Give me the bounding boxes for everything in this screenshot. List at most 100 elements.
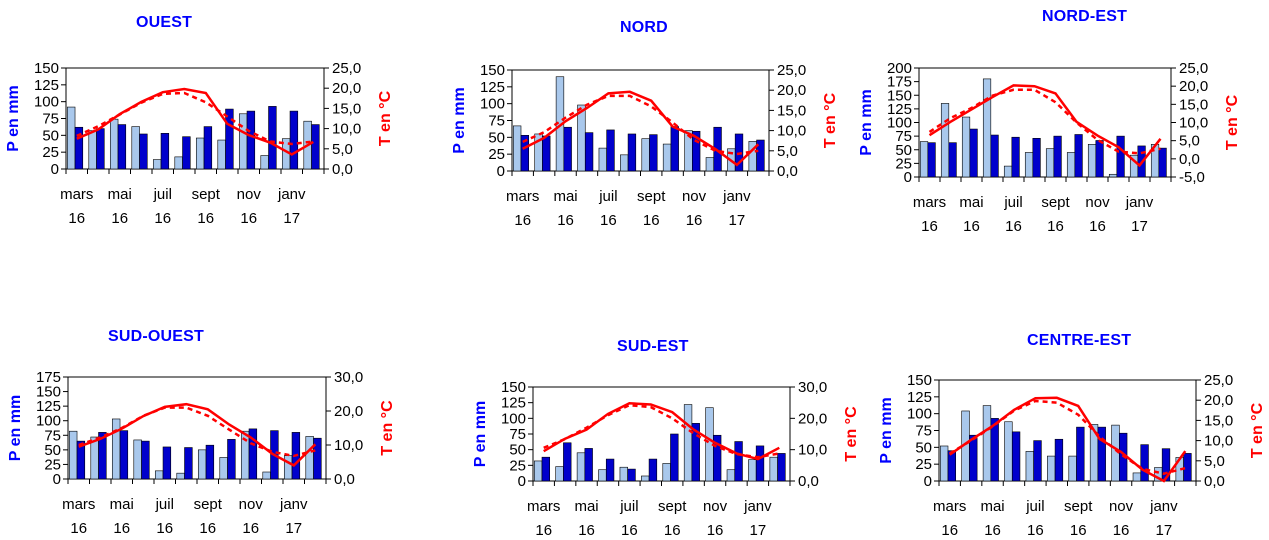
y-right-tick-label: 10,0	[1179, 115, 1208, 132]
bar-observed-precip	[939, 445, 949, 482]
bar-normal-precip	[692, 130, 701, 172]
bar-normal-precip	[162, 446, 172, 480]
bar-observed-precip	[154, 470, 164, 480]
bar-observed-precip	[1132, 472, 1142, 482]
x-tick-label: 16	[113, 520, 130, 537]
bar-observed-precip	[769, 456, 778, 482]
x-tick-label: 16	[686, 212, 703, 229]
bar-normal-precip	[1053, 135, 1062, 178]
x-tick-label: 17	[1156, 522, 1173, 539]
y-left-tick-label: 0	[53, 471, 61, 488]
x-tick-label: 16	[1027, 522, 1044, 539]
x-tick-label: janv	[1125, 194, 1154, 211]
line-temp-normal	[543, 403, 780, 459]
y-left-tick-label: 175	[36, 369, 61, 386]
bar-observed-precip	[1004, 421, 1013, 482]
y-left-tick-label: 75	[488, 113, 505, 130]
x-tick-label: sept	[1064, 498, 1093, 515]
x-tick-label: nov	[239, 496, 264, 513]
y-left-tick-label: 25	[488, 146, 505, 163]
chart-title: NORD	[620, 19, 668, 36]
bar-normal-precip	[648, 458, 658, 482]
bar-normal-precip	[541, 456, 551, 482]
bar-normal-precip	[203, 126, 213, 170]
y-left-tick-label: 75	[895, 128, 912, 145]
x-tick-label: 16	[557, 212, 574, 229]
line-temp-observed	[76, 87, 314, 156]
y-left-axis-title: P en mm	[472, 401, 489, 467]
bar-observed-precip	[982, 405, 992, 482]
bar-normal-precip	[649, 134, 658, 172]
y-right-axis-title: T en °C	[377, 90, 394, 146]
bar-normal-precip	[777, 453, 786, 482]
x-tick-label: mars	[62, 496, 95, 513]
bar-normal-precip	[542, 135, 551, 172]
y-right-tick-label: 25,0	[777, 62, 806, 79]
bar-normal-precip	[117, 124, 127, 170]
bar-normal-precip	[1011, 136, 1020, 178]
y-left-tick-label: 0	[518, 473, 526, 490]
y-left-tick-label: 150	[501, 379, 526, 396]
x-tick-label: 16	[963, 218, 980, 235]
bar-observed-precip	[1068, 455, 1077, 482]
y-right-tick-label: 20,0	[777, 82, 806, 99]
bar-normal-precip	[98, 432, 107, 480]
y-left-tick-label: 125	[36, 398, 61, 415]
bar-normal-precip	[1054, 438, 1064, 482]
bar-observed-precip	[1047, 455, 1056, 482]
x-tick-label: janv	[1149, 498, 1178, 515]
line-temp-observed	[522, 90, 760, 167]
bar-observed-precip	[195, 137, 205, 170]
y-left-tick-label: 25	[42, 144, 59, 161]
y-left-axis-title: P en mm	[451, 87, 468, 153]
x-tick-label: juil	[1003, 194, 1022, 211]
line-temp-normal	[522, 94, 759, 156]
bar-observed-precip	[305, 436, 314, 480]
y-right-axis-title: T en °C	[379, 400, 396, 456]
y-right-tick-label: 10,0	[1204, 433, 1233, 450]
y-left-tick-label: 100	[36, 413, 61, 430]
x-tick-label: 17	[283, 210, 300, 227]
bar-observed-precip	[88, 130, 97, 170]
chart-panel-sud-ouest: SUD-OUEST 0 25 50 75 100 125 150 175 0,0 10,0 20,0…	[0, 270, 420, 540]
x-tick-label: sept	[194, 496, 223, 513]
bar-observed-precip	[131, 126, 140, 170]
y-left-tick-label: 75	[915, 423, 932, 440]
y-left-tick-label: 125	[887, 101, 912, 118]
bar-normal-precip	[670, 126, 679, 172]
x-tick-label: sept	[1041, 194, 1070, 211]
bar-normal-precip	[74, 126, 84, 170]
x-tick-label: 16	[240, 210, 257, 227]
bar-normal-precip	[563, 126, 572, 172]
y-right-tick-label: 25,0	[1204, 372, 1233, 389]
x-tick-label: mars	[60, 186, 93, 203]
y-left-axis-title: P en mm	[7, 395, 24, 461]
line-temp-normal	[76, 91, 314, 146]
x-tick-label: janv	[743, 498, 772, 515]
y-right-tick-label: 5,0	[1204, 453, 1225, 470]
bar-normal-precip	[627, 133, 637, 172]
y-right-axis-title: T en °C	[1249, 402, 1266, 458]
bar-normal-precip	[248, 428, 258, 480]
bar-observed-precip	[176, 472, 185, 480]
bar-observed-precip	[238, 113, 248, 170]
x-tick-label: juil	[598, 188, 617, 205]
chart-title: NORD-EST	[1042, 8, 1128, 25]
bar-normal-precip	[563, 442, 572, 482]
y-left-tick-label: 50	[44, 442, 61, 459]
y-right-axis-title: T en °C	[843, 406, 860, 462]
bar-normal-precip	[969, 434, 978, 482]
x-tick-label: 16	[578, 522, 595, 539]
y-right-tick-label: 25,0	[332, 60, 361, 77]
y-left-tick-label: 175	[887, 74, 912, 91]
line-temp-normal	[928, 88, 1161, 155]
bar-normal-precip	[948, 142, 957, 178]
y-left-tick-label: 50	[915, 439, 932, 456]
line-temp-observed	[543, 402, 780, 461]
y-left-tick-label: 125	[501, 395, 526, 412]
bar-observed-precip	[111, 418, 121, 480]
x-tick-label: 16	[242, 520, 259, 537]
y-left-tick-label: 150	[887, 87, 912, 104]
x-tick-label: 16	[111, 210, 128, 227]
